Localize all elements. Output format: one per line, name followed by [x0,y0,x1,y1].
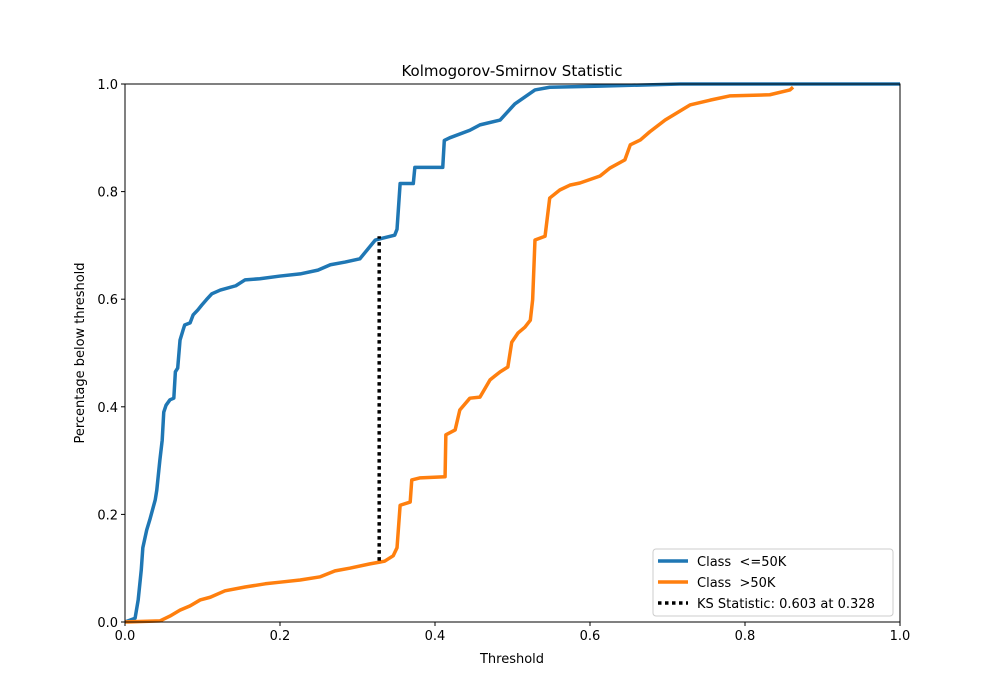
axes-frame [124,83,901,623]
chart-title: Kolmogorov-Smirnov Statistic [401,62,622,80]
y-tick-label: 0.2 [97,508,118,523]
legend-label-class-le-50k: Class <=50K [697,555,787,570]
x-axis-label: Threshold [479,652,544,667]
legend-label-class-gt-50k: Class >50K [697,576,776,591]
y-axis-label: Percentage below threshold [73,262,88,443]
series-line-0 [124,82,900,624]
legend-box [652,548,894,617]
legend: Class <=50K Class >50K KS Statistic: 0.6… [652,548,894,617]
x-tick-label: 0.0 [115,629,136,644]
legend-label-ks-statistic: KS Statistic: 0.603 at 0.328 [697,597,875,612]
x-tick-label: 0.8 [735,629,756,644]
x-tick-label: 0.2 [270,629,291,644]
x-ticks: 0.0 0.2 0.4 0.6 0.8 1.0 [115,622,911,644]
x-tick-label: 1.0 [890,629,911,644]
y-tick-label: 1.0 [97,78,118,93]
y-tick-label: 0.4 [97,401,118,416]
plot-area [124,82,900,624]
y-tick-label: 0.0 [97,616,118,631]
y-tick-label: 0.6 [97,293,118,308]
y-tick-label: 0.8 [97,186,118,201]
x-tick-label: 0.6 [580,629,601,644]
y-ticks: 0.0 0.2 0.4 0.6 0.8 1.0 [97,78,125,631]
x-tick-label: 0.4 [425,629,446,644]
series-line-1 [124,85,795,624]
